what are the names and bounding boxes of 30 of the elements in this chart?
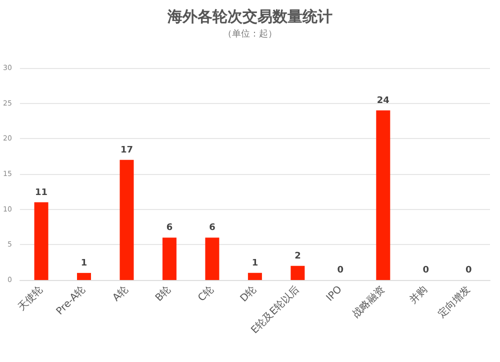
data-label: 0 [466,266,472,276]
chart-subtitle: （单位：起） [223,28,277,40]
x-tick-label: IPO [324,284,344,304]
bar [77,272,92,280]
data-label: 6 [166,223,173,234]
bar [162,238,176,280]
x-tick-label: D轮 [238,283,259,304]
chart-title: 海外各轮次交易数量统计 [166,8,332,26]
bar [248,272,262,280]
bar [205,238,220,280]
bar [120,160,134,280]
data-label: 0 [337,266,344,276]
x-tick-label: 天使轮 [15,283,46,314]
bar [376,110,390,280]
data-label: 1 [80,258,88,268]
data-label: 1 [252,258,258,268]
data-label: 6 [209,223,216,234]
x-tick-label: 定向增发 [436,283,473,320]
x-tick-label: 战略融资 [350,283,388,320]
data-label: 0 [422,266,430,276]
data-label: 24 [376,96,390,106]
bar [34,202,48,280]
x-tick-label: B轮 [152,283,174,304]
x-tick-label: 并购 [407,283,430,306]
data-label: 11 [35,188,48,198]
bar [290,266,305,280]
x-tick-label: C轮 [196,283,216,304]
x-tick-label: A轮 [110,283,131,304]
data-label: 2 [294,251,301,262]
data-label: 17 [120,145,134,156]
